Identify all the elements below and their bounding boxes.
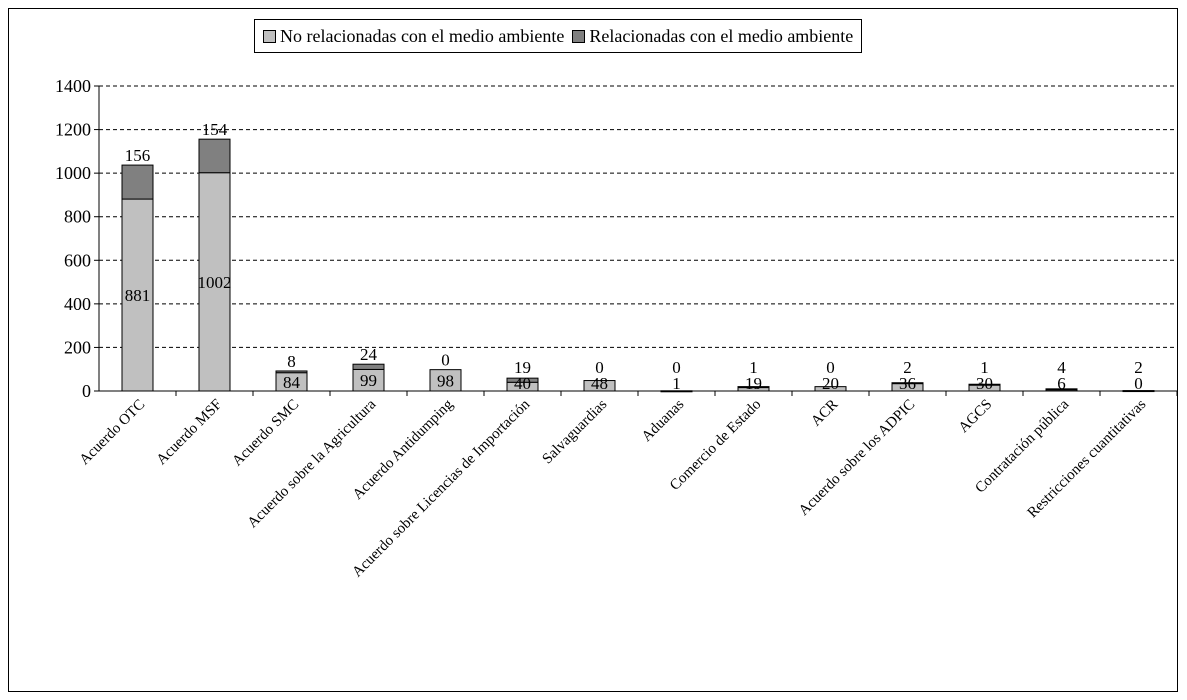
data-label-non-env: 6 — [1057, 374, 1066, 393]
y-tick-label: 200 — [64, 337, 91, 357]
legend-item-env: Relacionadas con el medio ambiente — [572, 26, 853, 47]
data-label-env: 154 — [202, 120, 228, 139]
data-label-env: 2 — [903, 358, 912, 377]
y-tick-label: 800 — [64, 207, 91, 227]
legend-swatch-non-env — [263, 29, 276, 43]
data-label-non-env: 99 — [360, 371, 377, 390]
bar-env — [121, 164, 154, 200]
data-label-non-env: 1 — [672, 374, 681, 393]
bar-env — [275, 370, 308, 374]
x-tick-label: AGCS — [956, 397, 996, 437]
data-label-env: 24 — [360, 345, 378, 364]
y-tick-label: 400 — [64, 294, 91, 314]
legend-swatch-env — [572, 29, 586, 43]
data-label-env: 8 — [287, 352, 296, 371]
bar-env — [198, 138, 231, 174]
bar-env — [1122, 390, 1155, 393]
x-tick-label: Acuerdo SMC — [229, 397, 302, 470]
bar-env — [737, 386, 770, 389]
legend-item-non-env: No relacionadas con el medio ambiente — [263, 26, 564, 47]
data-label-non-env: 40 — [514, 374, 531, 393]
bar-env — [891, 382, 924, 385]
data-label-non-env: 48 — [591, 374, 608, 393]
bar-env — [352, 363, 385, 370]
chart-frame: 0 200 400 600 800 1000 1200 1400 881 156 Acuerdo O… — [8, 8, 1178, 692]
data-label-non-env: 20 — [822, 374, 839, 393]
x-tick-label: ACR — [808, 397, 841, 430]
bar-env — [506, 377, 539, 383]
y-tick-label: 0 — [82, 381, 91, 401]
data-label-non-env: 30 — [976, 374, 993, 393]
legend: No relacionadas con el medio ambiente Re… — [254, 19, 863, 53]
x-tick-label: Acuerdo OTC — [77, 397, 149, 469]
data-label-env: 2 — [1134, 358, 1143, 377]
data-label-non-env: 1002 — [198, 273, 232, 292]
legend-label-non-env: No relacionadas con el medio ambiente — [280, 25, 565, 46]
data-label-env: 0 — [595, 358, 604, 377]
data-label-env: 4 — [1057, 358, 1066, 377]
bar-env — [968, 383, 1001, 386]
data-label-env: 156 — [125, 146, 151, 165]
x-tick-label: Salvaguardias — [540, 396, 611, 467]
x-tick-label: Acuerdo sobre la Agricultura — [245, 396, 380, 531]
bar-non-env — [583, 380, 616, 392]
data-label-env: 0 — [441, 351, 450, 370]
data-label-env: 0 — [672, 358, 681, 377]
x-tick-label: Aduanas — [639, 396, 688, 445]
data-label-env: 1 — [980, 358, 989, 377]
data-label-non-env: 881 — [125, 286, 151, 305]
data-label-non-env: 84 — [283, 373, 301, 392]
legend-label-env: Relacionadas con el medio ambiente — [589, 25, 854, 46]
y-tick-label: 1200 — [55, 120, 91, 140]
x-tick-label: Acuerdo sobre Licencias de Importación — [349, 396, 533, 580]
bar-non-env — [121, 198, 154, 392]
bar-env — [1045, 388, 1078, 391]
x-tick-label: Acuerdo MSF — [154, 397, 226, 469]
y-tick-label: 600 — [64, 250, 91, 270]
bar-non-env — [429, 369, 462, 392]
data-label-non-env: 98 — [437, 371, 454, 390]
data-label-non-env: 19 — [745, 374, 762, 393]
data-label-env: 19 — [514, 358, 531, 377]
data-label-non-env: 36 — [899, 374, 916, 393]
data-label-env: 0 — [826, 358, 835, 377]
bar-non-env — [198, 172, 231, 392]
data-label-env: 1 — [749, 358, 758, 377]
y-tick-label: 1000 — [55, 163, 91, 183]
data-label-non-env: 0 — [1134, 374, 1143, 393]
bar-non-env — [814, 386, 847, 392]
bar-non-env — [660, 390, 693, 393]
y-tick-label: 1400 — [55, 76, 91, 96]
